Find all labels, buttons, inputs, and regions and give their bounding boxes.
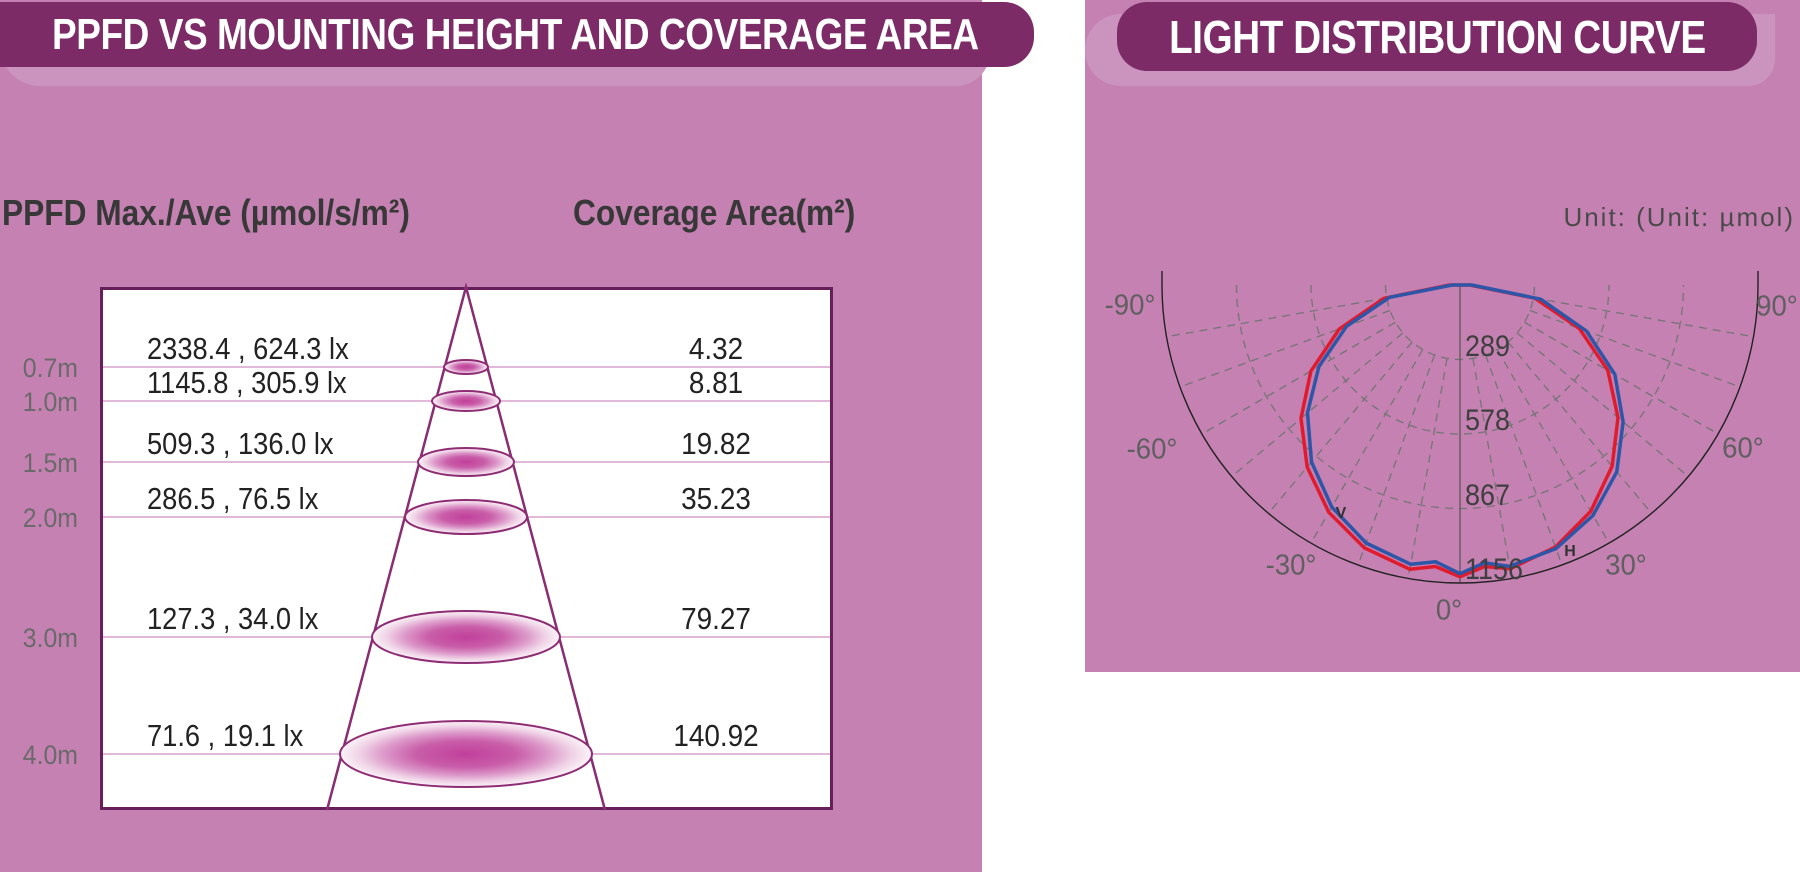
grid-radial--70deg — [1179, 309, 1391, 388]
row-ppfd-value: 509.3 , 136.0 lx — [147, 426, 334, 461]
row-ppfd-value: 1145.8 , 305.9 lx — [147, 365, 347, 400]
unit-label: Unit: (Unit: µmol) — [1563, 202, 1795, 232]
light-distribution-chart — [1161, 271, 1759, 584]
grid-arc-867 — [1235, 284, 1685, 510]
grid-radial--50deg — [1231, 332, 1404, 478]
row-coverage-value: 35.23 — [681, 481, 751, 516]
row-coverage-value: 4.32 — [688, 331, 744, 366]
grid-arc-289 — [1384, 284, 1536, 361]
curve-V — [1299, 283, 1620, 579]
row-coverage-value: 79.27 — [681, 601, 751, 636]
left-panel-title: PPFD VS MOUNTING HEIGHT AND COVERAGE ARE… — [52, 9, 979, 59]
grid-radial-70deg — [1529, 309, 1741, 388]
light-distribution-panel: LIGHT DISTRIBUTION CURVE Unit: (Unit: µm… — [1085, 0, 1800, 672]
grid-radial-50deg — [1516, 332, 1689, 478]
grid-radial-20deg — [1484, 354, 1563, 566]
row-height-label: 4.0m — [22, 740, 78, 770]
left-banner: PPFD VS MOUNTING HEIGHT AND COVERAGE ARE… — [0, 2, 1034, 67]
angle-label--60deg: -60° — [1126, 433, 1178, 466]
row-ppfd-value: 71.6 , 19.1 lx — [147, 718, 304, 753]
grid-radial-10deg — [1472, 358, 1513, 579]
column-header-ppfd: PPFD Max./Ave (µmol/s/m²) — [2, 192, 410, 233]
row-ppfd-value: 127.3 , 34.0 lx — [147, 601, 319, 636]
row-height-label: 0.7m — [22, 353, 78, 383]
grid-radial-80deg — [1533, 297, 1754, 338]
ppfd-coverage-panel: PPFD VS MOUNTING HEIGHT AND COVERAGE ARE… — [0, 0, 1034, 872]
angle-label-60deg: 60° — [1722, 432, 1764, 465]
row-ppfd-value: 286.5 , 76.5 lx — [147, 481, 319, 516]
angle-label--30deg: -30° — [1265, 549, 1317, 582]
grid-radial--30deg — [1310, 349, 1424, 544]
grid-arc-578 — [1310, 284, 1610, 435]
radial-tick-867: 867 — [1465, 478, 1511, 512]
grid-radial--60deg — [1201, 321, 1396, 435]
polar-boundary-arc — [1161, 271, 1759, 584]
grid-radial-40deg — [1507, 341, 1653, 514]
radial-tick-289: 289 — [1465, 329, 1511, 363]
curve-marker-h: H — [1564, 543, 1576, 560]
grid-radial--20deg — [1357, 354, 1436, 566]
row-coverage-value: 19.82 — [681, 426, 751, 461]
row-height-label: 3.0m — [22, 623, 78, 653]
angle-label-90deg: 90° — [1756, 290, 1798, 323]
angle-label-0deg: 0° — [1435, 594, 1463, 627]
row-height-label: 1.5m — [22, 448, 78, 478]
column-header-coverage: Coverage Area(m²) — [573, 192, 856, 233]
row-height-label: 2.0m — [22, 503, 78, 533]
row-ppfd-value: 2338.4 , 624.3 lx — [147, 331, 349, 366]
right-panel-title: LIGHT DISTRIBUTION CURVE — [1168, 10, 1706, 63]
row-height-label: 1.0m — [22, 387, 78, 417]
curve-marker-v: V — [1335, 505, 1347, 522]
row-coverage-value: 140.92 — [673, 718, 759, 753]
radial-tick-1156: 1156 — [1465, 553, 1524, 586]
grid-radial-60deg — [1524, 321, 1719, 435]
grid-radial-30deg — [1496, 349, 1610, 544]
grid-radial--40deg — [1267, 341, 1413, 514]
radial-tick-578: 578 — [1465, 404, 1511, 437]
grid-radial--10deg — [1407, 358, 1448, 579]
angle-label-30deg: 30° — [1605, 549, 1647, 582]
angle-label--90deg: -90° — [1104, 289, 1156, 322]
right-banner: LIGHT DISTRIBUTION CURVE — [1117, 2, 1757, 71]
grid-radial--80deg — [1166, 297, 1387, 338]
row-coverage-value: 8.81 — [688, 365, 744, 400]
